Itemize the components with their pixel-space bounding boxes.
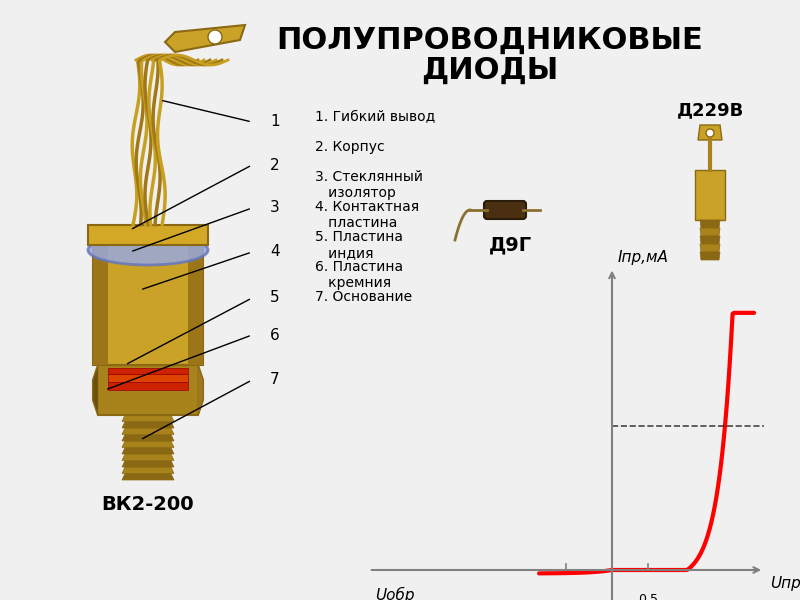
Text: 6: 6	[270, 328, 280, 343]
Text: 2: 2	[270, 157, 280, 173]
Polygon shape	[198, 365, 203, 415]
Polygon shape	[700, 228, 720, 236]
Polygon shape	[122, 448, 174, 454]
Text: ВК2-200: ВК2-200	[102, 496, 194, 514]
Polygon shape	[93, 365, 203, 415]
Text: 1: 1	[270, 115, 280, 130]
Text: Д229В: Д229В	[676, 101, 744, 119]
Text: 4: 4	[270, 245, 280, 259]
Polygon shape	[108, 374, 188, 382]
Text: Uпр,В: Uпр,В	[770, 576, 800, 591]
Text: 7: 7	[270, 373, 280, 388]
Polygon shape	[122, 454, 174, 461]
Text: 7. Основание: 7. Основание	[315, 290, 412, 304]
Text: Uобр: Uобр	[375, 587, 414, 600]
Text: 0,5: 0,5	[638, 593, 658, 600]
Polygon shape	[122, 473, 174, 480]
Text: ПОЛУПРОВОДНИКОВЫЕ: ПОЛУПРОВОДНИКОВЫЕ	[277, 25, 703, 55]
Polygon shape	[122, 467, 174, 473]
Circle shape	[208, 30, 222, 44]
Polygon shape	[122, 461, 174, 467]
Ellipse shape	[88, 235, 208, 265]
Text: 1. Гибкий вывод: 1. Гибкий вывод	[315, 110, 435, 124]
Circle shape	[706, 129, 714, 137]
Polygon shape	[108, 382, 188, 390]
Polygon shape	[88, 225, 208, 245]
Polygon shape	[165, 25, 245, 52]
Text: ДИОДЫ: ДИОДЫ	[422, 55, 558, 85]
Polygon shape	[700, 244, 720, 252]
Polygon shape	[122, 441, 174, 448]
Text: 6. Пластина
   кремния: 6. Пластина кремния	[315, 260, 403, 290]
Text: 5. Пластина
   индия: 5. Пластина индия	[315, 230, 403, 260]
Text: Iпр,мА: Iпр,мА	[618, 250, 669, 265]
Text: 3: 3	[270, 200, 280, 215]
Polygon shape	[695, 170, 725, 220]
Polygon shape	[93, 240, 203, 365]
Polygon shape	[122, 415, 174, 421]
Text: 5: 5	[270, 290, 280, 305]
Polygon shape	[698, 125, 722, 140]
Polygon shape	[93, 365, 98, 415]
FancyBboxPatch shape	[484, 201, 526, 219]
Polygon shape	[700, 252, 720, 260]
Polygon shape	[93, 240, 108, 365]
Polygon shape	[122, 434, 174, 441]
Text: 2. Корпус: 2. Корпус	[315, 140, 385, 154]
Polygon shape	[188, 240, 203, 365]
Text: 3. Стеклянный
   изолятор: 3. Стеклянный изолятор	[315, 170, 423, 200]
Text: Д9Г: Д9Г	[489, 235, 531, 254]
Polygon shape	[700, 236, 720, 244]
Text: 4. Контактная
   пластина: 4. Контактная пластина	[315, 200, 419, 230]
Polygon shape	[700, 220, 720, 228]
Polygon shape	[108, 368, 188, 374]
Polygon shape	[122, 421, 174, 428]
Polygon shape	[122, 428, 174, 434]
